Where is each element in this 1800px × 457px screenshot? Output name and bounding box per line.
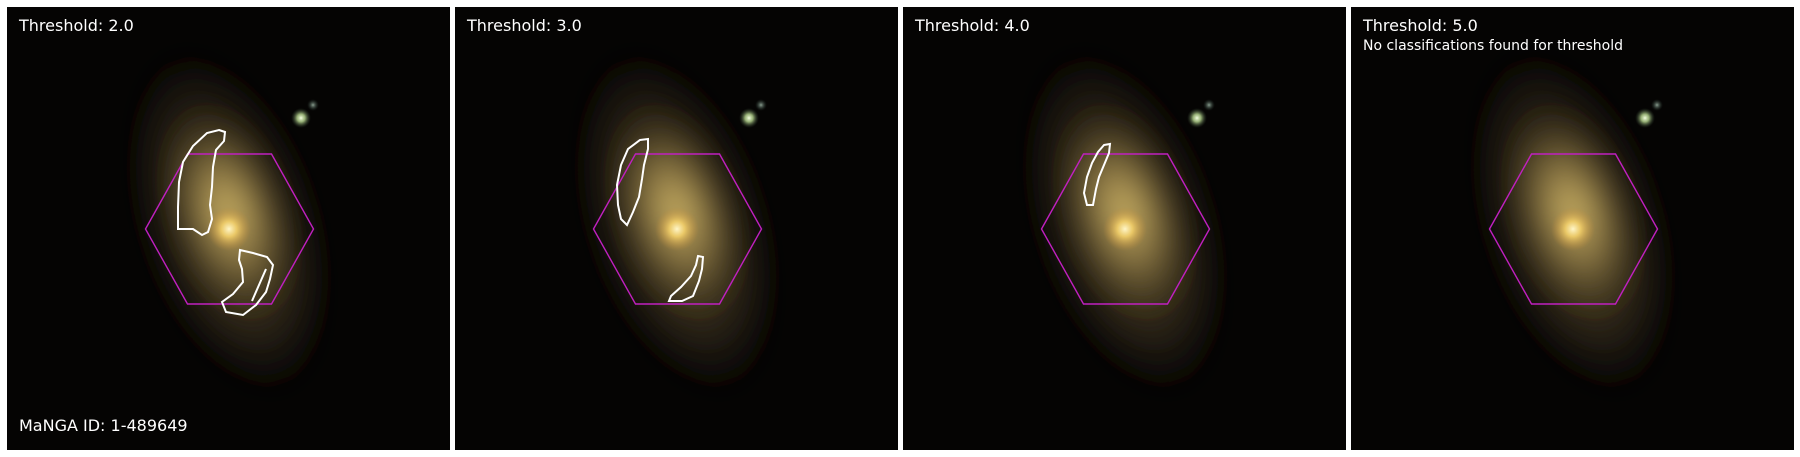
threshold-panel-1: Threshold: 2.0 MaNGA ID: 1-489649 (7, 7, 450, 450)
panel-title: Threshold: 3.0 (467, 16, 582, 35)
threshold-panel-2: Threshold: 3.0 (455, 7, 898, 450)
threshold-panel-4: Threshold: 5.0 No classifications found … (1351, 7, 1794, 450)
galaxy-image (903, 7, 1346, 450)
fov-hexagon (1040, 153, 1211, 305)
classification-contour (220, 248, 275, 317)
threshold-panel-3: Threshold: 4.0 (903, 7, 1346, 450)
classification-contour (177, 128, 227, 237)
panel-title: Threshold: 2.0 (19, 16, 134, 35)
no-classifications-note: No classifications found for threshold (1363, 38, 1623, 54)
classification-contour (1082, 142, 1112, 206)
manga-id-label: MaNGA ID: 1-489649 (19, 416, 188, 435)
galaxy-image (1351, 7, 1794, 450)
classification-contour (615, 137, 649, 227)
galaxy-image (455, 7, 898, 450)
classification-contour (667, 254, 705, 302)
galaxy-image (7, 7, 450, 450)
fov-hexagon (1488, 153, 1659, 305)
panel-title: Threshold: 5.0 (1363, 16, 1478, 35)
panel-title: Threshold: 4.0 (915, 16, 1030, 35)
fov-hexagon (592, 153, 763, 305)
